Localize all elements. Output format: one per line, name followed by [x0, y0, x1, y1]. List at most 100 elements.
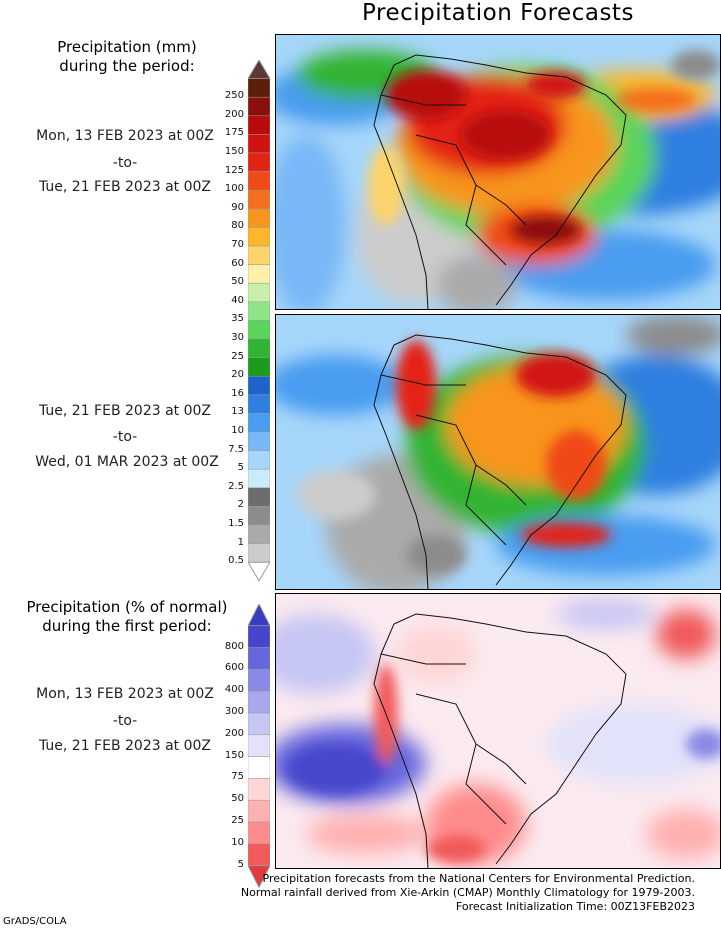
mm-colorbar-swatch: [248, 543, 270, 563]
mm-colorbar-swatch: [248, 413, 270, 433]
mm-colorbar-swatch: [248, 208, 270, 228]
period1-end: Tue, 21 FEB 2023 at 00Z: [38, 179, 212, 195]
footer-line2: Normal rainfall derived from Xie-Arkin (…: [240, 886, 695, 899]
mm-colorbar-label: 5: [237, 462, 244, 474]
pct-colorbar-label: 50: [231, 793, 244, 805]
pct-colorbar-swatch: [248, 734, 270, 757]
mm-colorbar-label: 50: [231, 276, 244, 288]
pct-colorbar-label: 600: [224, 662, 244, 674]
pct-colorbar-label: 800: [224, 640, 244, 652]
mm-colorbar: [248, 60, 270, 582]
mm-colorbar-label: 10: [231, 425, 244, 436]
forecast-map-period2: [275, 314, 721, 590]
mm-colorbar-swatch: [248, 282, 270, 303]
period3-sep: -to-: [112, 713, 138, 729]
mm-colorbar-swatch: [248, 487, 270, 507]
mm-colorbar-swatch: [248, 264, 270, 284]
mm-colorbar-swatch: [248, 375, 270, 396]
mm-colorbar-label: 80: [231, 220, 244, 232]
mm-colorbar-label: 100: [224, 183, 244, 195]
mm-colorbar-swatch: [248, 189, 270, 210]
mm-colorbar-label: 150: [224, 146, 244, 157]
pct-heading-line1: Precipitation (% of normal): [26, 598, 228, 616]
mm-colorbar-label: 30: [231, 332, 244, 343]
footer-notes: Precipitation forecasts from the Nationa…: [241, 872, 695, 914]
mm-colorbar-label: 90: [231, 201, 244, 213]
mm-colorbar-swatch: [248, 357, 270, 377]
mm-colorbar-swatch: [248, 245, 270, 265]
mm-colorbar-label: 20: [231, 369, 244, 381]
pct-colorbar-label: 300: [224, 706, 244, 717]
mm-colorbar-label: 16: [231, 387, 244, 399]
grads-credit: GrADS/COLA: [3, 916, 67, 927]
mm-colorbar-swatch: [248, 524, 270, 544]
pct-colorbar-swatch: [248, 756, 270, 779]
mm-colorbar-label: 125: [224, 164, 244, 176]
mm-colorbar-label: 70: [231, 239, 244, 250]
mm-colorbar-swatch: [248, 227, 270, 247]
mm-colorbar-swatch: [248, 78, 270, 98]
pct-heading: Precipitation (% of normal) during the f…: [0, 598, 262, 636]
pct-heading-line2: during the first period:: [42, 617, 212, 635]
pct-colorbar-label: 75: [231, 771, 244, 783]
mm-heading: Precipitation (mm) during the period:: [0, 38, 262, 76]
pct-colorbar-swatch: [248, 647, 270, 670]
period2-start: Tue, 21 FEB 2023 at 00Z: [38, 403, 212, 419]
mm-colorbar-swatch: [248, 171, 270, 191]
pct-colorbar-swatch: [248, 821, 270, 845]
mm-colorbar-swatch: [248, 450, 270, 470]
mm-heading-line1: Precipitation (mm): [57, 38, 197, 56]
pct-colorbar-label: 400: [224, 684, 244, 696]
period2-sep: -to-: [112, 429, 138, 445]
mm-colorbar-swatch: [248, 134, 270, 154]
period3-end: Tue, 21 FEB 2023 at 00Z: [38, 738, 212, 754]
mm-colorbar-swatch: [248, 96, 270, 117]
mm-heading-line2: during the period:: [59, 57, 195, 75]
mm-colorbar-label: 35: [231, 313, 244, 325]
mm-colorbar-label: 7.5: [228, 443, 244, 455]
mm-colorbar-swatch: [248, 115, 270, 135]
mm-colorbar-swatch: [248, 431, 270, 451]
mm-colorbar-top-arrow: [248, 60, 270, 80]
pct-colorbar-swatch: [248, 778, 270, 801]
mm-colorbar-bottom-arrow: [248, 561, 270, 582]
period3-start: Mon, 13 FEB 2023 at 00Z: [36, 686, 214, 702]
percent-normal-map: [275, 593, 721, 869]
page-title: Precipitation Forecasts: [362, 0, 634, 26]
mm-colorbar-label: 60: [231, 257, 244, 269]
mm-colorbar-swatch: [248, 301, 270, 321]
mm-colorbar-label: 2: [237, 499, 244, 511]
mm-colorbar-label: 200: [224, 108, 244, 120]
pct-colorbar-swatch: [248, 690, 270, 714]
pct-colorbar-swatch: [248, 712, 270, 736]
mm-colorbar-label: 1.5: [228, 518, 244, 529]
period1-sep: -to-: [112, 155, 138, 171]
pct-colorbar-swatch: [248, 669, 270, 692]
mm-colorbar-label: 175: [224, 127, 244, 139]
pct-colorbar-label: 25: [231, 815, 244, 826]
pct-colorbar-swatch: [248, 799, 270, 823]
mm-colorbar-swatch: [248, 152, 270, 172]
mm-colorbar-swatch: [248, 394, 270, 414]
mm-colorbar-label: 13: [231, 406, 244, 418]
mm-colorbar-label: 2.5: [228, 480, 244, 492]
pct-colorbar-label: 10: [231, 836, 244, 848]
forecast-map-period1: [275, 34, 721, 310]
period2-end: Wed, 01 MAR 2023 at 00Z: [35, 454, 219, 470]
mm-colorbar-label: 250: [224, 90, 244, 102]
pct-colorbar-top-arrow: [248, 604, 270, 627]
mm-colorbar-label: 1: [237, 536, 244, 548]
mm-colorbar-swatch: [248, 506, 270, 526]
pct-colorbar-swatch: [248, 843, 270, 866]
mm-colorbar-label: 40: [231, 294, 244, 306]
pct-colorbar-swatch: [248, 625, 270, 648]
pct-colorbar-label: 5: [237, 858, 244, 870]
footer-line3: Forecast Initialization Time: 00Z13FEB20…: [455, 900, 695, 913]
mm-colorbar-swatch: [248, 468, 270, 489]
period1-start: Mon, 13 FEB 2023 at 00Z: [36, 128, 214, 144]
footer-line1: Precipitation forecasts from the Nationa…: [262, 872, 696, 885]
mm-colorbar-swatch: [248, 320, 270, 340]
pct-colorbar: [248, 604, 270, 889]
mm-colorbar-label: 0.5: [228, 555, 244, 567]
mm-colorbar-label: 25: [231, 350, 244, 362]
